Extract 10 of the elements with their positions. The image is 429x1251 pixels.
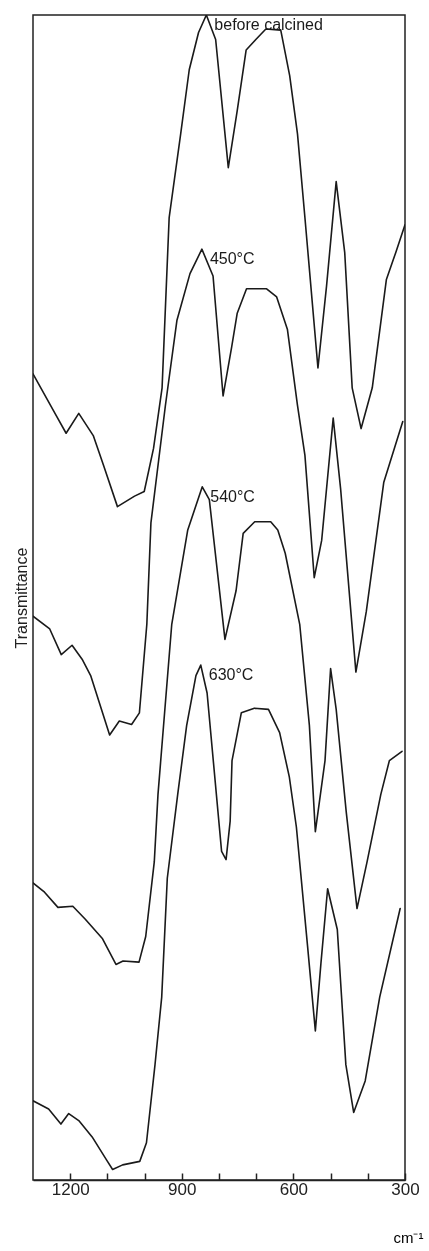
y-axis-title: Transmittance (12, 547, 30, 649)
x-axis-title: cm⁻¹ (393, 1228, 424, 1246)
series-label: 630°C (208, 666, 254, 684)
x-tick-label: 1200 (51, 1179, 90, 1199)
series-label: before calcined (214, 16, 323, 33)
x-tick-label: 300 (391, 1179, 420, 1199)
x-tick-label: 900 (168, 1179, 197, 1199)
x-tick-label: 600 (279, 1179, 309, 1199)
series-label: 450°C (209, 250, 255, 268)
series-label: 540°C (210, 487, 255, 505)
